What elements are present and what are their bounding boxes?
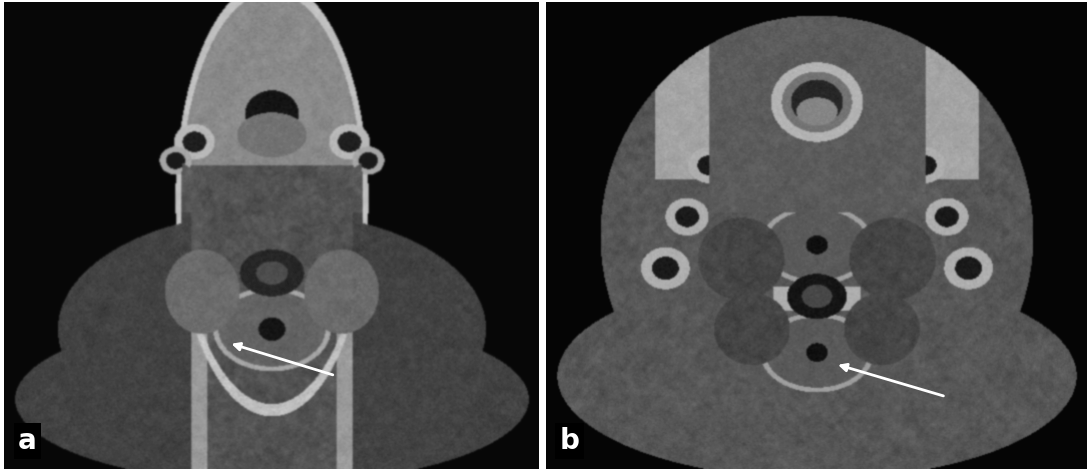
Text: a: a	[17, 427, 36, 455]
Text: b: b	[560, 427, 579, 455]
